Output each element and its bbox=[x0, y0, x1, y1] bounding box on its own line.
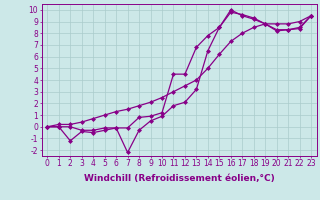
X-axis label: Windchill (Refroidissement éolien,°C): Windchill (Refroidissement éolien,°C) bbox=[84, 174, 275, 183]
